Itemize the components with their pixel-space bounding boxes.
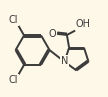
Text: Cl: Cl xyxy=(8,75,18,85)
Text: O: O xyxy=(49,29,56,39)
Text: Cl: Cl xyxy=(8,15,18,25)
Text: OH: OH xyxy=(76,19,91,29)
Text: N: N xyxy=(61,56,68,66)
